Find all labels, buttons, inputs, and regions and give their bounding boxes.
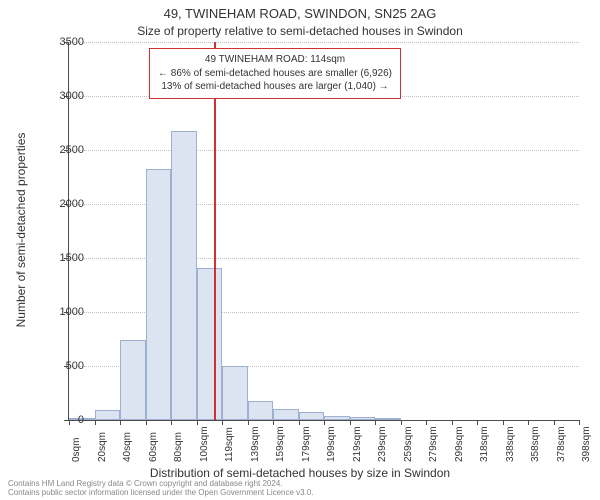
x-tick-mark — [350, 420, 351, 425]
x-tick-label: 199sqm — [326, 426, 337, 462]
x-tick-label: 378sqm — [556, 426, 567, 462]
gridline — [69, 42, 579, 43]
x-tick-mark — [554, 420, 555, 425]
histogram-bar — [222, 366, 248, 420]
y-tick-label: 3000 — [44, 90, 84, 102]
y-tick-label: 500 — [44, 360, 84, 372]
x-tick-label: 60sqm — [148, 432, 159, 462]
x-tick-label: 20sqm — [97, 432, 108, 462]
x-tick-mark — [579, 420, 580, 425]
x-tick-mark — [426, 420, 427, 425]
annotation-box: 49 TWINEHAM ROAD: 114sqm ← 86% of semi-d… — [149, 48, 401, 99]
x-tick-label: 318sqm — [479, 426, 490, 462]
y-tick-label: 3500 — [44, 36, 84, 48]
histogram-bar — [146, 169, 172, 420]
x-tick-label: 338sqm — [505, 426, 516, 462]
x-tick-label: 279sqm — [428, 426, 439, 462]
x-tick-label: 239sqm — [377, 426, 388, 462]
annotation-line-1: 49 TWINEHAM ROAD: 114sqm — [158, 53, 392, 67]
y-tick-label: 2500 — [44, 144, 84, 156]
chart-title-main: 49, TWINEHAM ROAD, SWINDON, SN25 2AG — [0, 6, 600, 21]
footer-text: Contains HM Land Registry data © Crown c… — [8, 479, 592, 498]
x-tick-mark — [299, 420, 300, 425]
x-tick-mark — [324, 420, 325, 425]
x-tick-mark — [171, 420, 172, 425]
annotation-line-3: 13% of semi-detached houses are larger (… — [158, 80, 392, 94]
histogram-bar — [324, 416, 350, 420]
x-tick-mark — [273, 420, 274, 425]
x-tick-mark — [503, 420, 504, 425]
x-tick-label: 358sqm — [530, 426, 541, 462]
x-tick-label: 139sqm — [250, 426, 261, 462]
x-tick-mark — [528, 420, 529, 425]
x-tick-label: 159sqm — [275, 426, 286, 462]
histogram-bar — [273, 409, 299, 420]
x-tick-label: 80sqm — [173, 432, 184, 462]
histogram-bar — [299, 412, 325, 420]
gridline — [69, 150, 579, 151]
x-tick-label: 259sqm — [403, 426, 414, 462]
histogram-bar — [248, 401, 274, 420]
footer-line-2: Contains public sector information licen… — [8, 488, 592, 498]
x-tick-label: 398sqm — [581, 426, 592, 462]
x-tick-mark — [375, 420, 376, 425]
y-tick-label: 1500 — [44, 252, 84, 264]
y-tick-label: 0 — [44, 414, 84, 426]
chart-title-sub: Size of property relative to semi-detach… — [0, 24, 600, 38]
histogram-bar — [350, 417, 376, 420]
histogram-bar — [197, 268, 223, 420]
histogram-bar — [171, 131, 197, 420]
marker-line — [214, 42, 216, 420]
histogram-bar — [120, 340, 146, 420]
x-tick-mark — [452, 420, 453, 425]
x-tick-label: 119sqm — [224, 427, 235, 462]
x-tick-mark — [197, 420, 198, 425]
x-tick-mark — [120, 420, 121, 425]
histogram-bar — [95, 410, 121, 420]
x-tick-label: 179sqm — [301, 426, 312, 462]
annotation-line-2: ← 86% of semi-detached houses are smalle… — [158, 67, 392, 81]
y-tick-label: 1000 — [44, 306, 84, 318]
x-tick-label: 100sqm — [199, 426, 210, 462]
x-tick-label: 0sqm — [71, 438, 82, 462]
chart-container: 49, TWINEHAM ROAD, SWINDON, SN25 2AG Siz… — [0, 0, 600, 500]
x-tick-label: 219sqm — [352, 426, 363, 462]
plot-area: 49 TWINEHAM ROAD: 114sqm ← 86% of semi-d… — [68, 42, 579, 421]
x-tick-mark — [401, 420, 402, 425]
x-tick-mark — [477, 420, 478, 425]
x-tick-mark — [95, 420, 96, 425]
y-axis-label: Number of semi-detached properties — [14, 133, 28, 328]
x-tick-mark — [222, 420, 223, 425]
x-tick-label: 40sqm — [122, 432, 133, 462]
x-tick-mark — [248, 420, 249, 425]
y-tick-label: 2000 — [44, 198, 84, 210]
histogram-bar — [375, 418, 401, 420]
footer-line-1: Contains HM Land Registry data © Crown c… — [8, 479, 592, 489]
x-tick-mark — [146, 420, 147, 425]
x-tick-label: 299sqm — [454, 426, 465, 462]
